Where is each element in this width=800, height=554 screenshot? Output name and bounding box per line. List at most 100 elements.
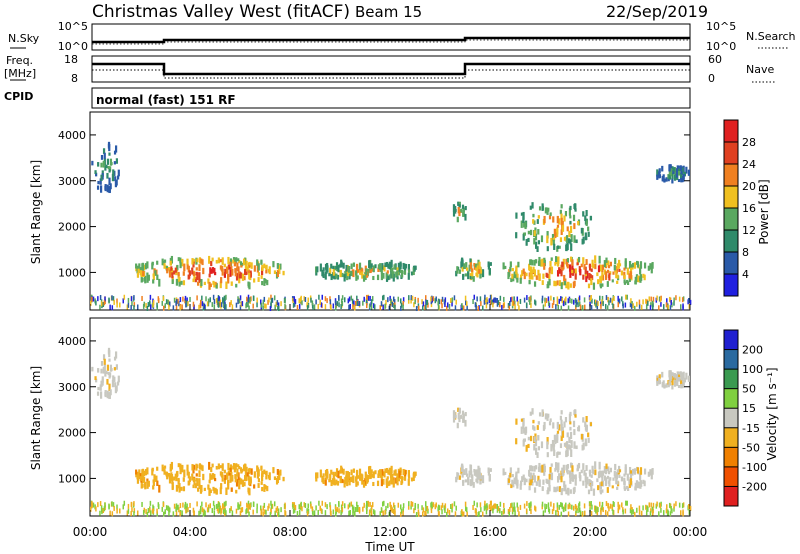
velocity-echo-cell bbox=[464, 412, 467, 417]
power-echo-cell bbox=[649, 305, 652, 311]
velocity-echo-cell bbox=[156, 466, 159, 471]
velocity-echo-cell bbox=[230, 471, 233, 478]
velocity-echo-cell bbox=[596, 510, 599, 516]
velocity-echo-cell bbox=[265, 471, 268, 476]
power-echo-cell bbox=[208, 273, 211, 278]
power-echo-cell bbox=[214, 281, 217, 285]
velocity-echo-cell bbox=[211, 463, 214, 468]
velocity-echo-cell bbox=[373, 510, 376, 516]
velocity-echo-cell bbox=[311, 506, 314, 512]
velocity-echo-cell bbox=[391, 477, 394, 484]
velocity-echo-cell bbox=[259, 505, 262, 511]
power-echo-cell bbox=[401, 270, 404, 278]
velocity-echo-cell bbox=[403, 476, 406, 481]
velocity-echo-cell bbox=[523, 428, 526, 434]
power-echo-cell bbox=[136, 272, 140, 278]
velocity-echo-cell bbox=[276, 469, 279, 475]
power-echo-cell bbox=[605, 257, 608, 263]
velocity-echo-cell bbox=[240, 478, 243, 485]
velocity-echo-cell bbox=[582, 463, 585, 470]
power-echo-cell bbox=[247, 269, 250, 275]
power-echo-cell bbox=[227, 273, 230, 280]
power-echo-cell bbox=[587, 231, 590, 237]
y-tick-label: 1000 bbox=[58, 266, 86, 279]
power-echo-cell bbox=[223, 263, 226, 268]
power-echo-cell bbox=[109, 158, 113, 166]
velocity-echo-cell bbox=[104, 391, 107, 396]
power-echo-cell bbox=[564, 278, 567, 283]
power-echo-cell bbox=[569, 220, 572, 225]
power-echo-cell bbox=[213, 282, 216, 288]
velocity-echo-cell bbox=[248, 469, 251, 474]
power-echo-cell bbox=[203, 281, 206, 286]
power-echo-cell bbox=[475, 264, 478, 271]
power-echo-cell bbox=[384, 262, 387, 268]
cpid-panel-frame bbox=[91, 87, 691, 109]
power-echo-cell bbox=[546, 246, 549, 252]
power-echo-cell bbox=[479, 269, 483, 274]
velocity-echo-cell bbox=[655, 503, 658, 509]
power-echo-cell bbox=[235, 302, 238, 308]
power-echo-cell bbox=[544, 301, 546, 307]
velocity-echo-cell bbox=[353, 506, 355, 512]
velocity-echo-cell bbox=[253, 471, 256, 478]
velocity-echo-cell bbox=[177, 504, 179, 510]
power-echo-cell bbox=[633, 262, 637, 269]
power-echo-cell bbox=[637, 275, 640, 283]
velocity-echo-cell bbox=[347, 479, 350, 483]
velocity-echo-cell bbox=[227, 462, 230, 471]
velocity-echo-cell bbox=[248, 478, 251, 486]
velocity-echo-cell bbox=[269, 512, 272, 518]
velocity-echo-cell bbox=[372, 509, 375, 515]
velocity-echo-cell bbox=[270, 500, 272, 506]
y-tick-label: 3000 bbox=[58, 381, 86, 394]
power-echo-cell bbox=[369, 269, 372, 274]
power-echo-cell bbox=[179, 257, 182, 264]
power-echo-cell bbox=[616, 274, 619, 279]
power-echo-cell bbox=[329, 267, 332, 276]
power-echo-cell bbox=[238, 260, 241, 264]
velocity-echo-cell bbox=[474, 469, 477, 474]
velocity-echo-cell bbox=[335, 471, 338, 475]
velocity-echo-cell bbox=[451, 503, 454, 509]
power-echo-cell bbox=[440, 299, 443, 305]
velocity-echo-cell bbox=[193, 480, 196, 486]
velocity-echo-cell bbox=[298, 509, 301, 515]
power-echo-cell bbox=[275, 301, 278, 307]
power-echo-cell bbox=[211, 257, 214, 262]
velocity-echo-cell bbox=[601, 480, 605, 487]
velocity-echo-cell bbox=[298, 504, 300, 510]
power-echo-cell bbox=[541, 280, 544, 286]
velocity-echo-cell bbox=[352, 468, 356, 473]
power-echo-cell bbox=[386, 270, 389, 274]
power-echo-cell bbox=[326, 298, 328, 304]
power-echo-cell bbox=[114, 179, 118, 188]
velocity-echo-cell bbox=[496, 507, 499, 513]
velocity-echo-cell bbox=[533, 487, 537, 493]
velocity-echo-cell bbox=[565, 449, 568, 458]
power-echo-cell bbox=[665, 177, 668, 182]
velocity-echo-cell bbox=[351, 475, 354, 479]
power-echo-cell bbox=[532, 213, 535, 218]
nave-label: Nave bbox=[746, 63, 774, 76]
velocity-echo-cell bbox=[273, 501, 276, 507]
velocity-echo-cell bbox=[639, 467, 643, 475]
velocity-echo-cell bbox=[111, 379, 115, 388]
power-echo-cell bbox=[131, 301, 133, 307]
velocity-echo-cell bbox=[382, 478, 385, 485]
velocity-echo-cell bbox=[441, 502, 444, 508]
power-echo-cell bbox=[623, 267, 626, 271]
power-echo-cell bbox=[571, 261, 574, 270]
velocity-echo-cell bbox=[569, 504, 571, 510]
power-echo-cell bbox=[446, 302, 449, 308]
power-echo-cell bbox=[569, 215, 572, 219]
velocity-echo-cell bbox=[304, 502, 307, 508]
velocity-echo-cell bbox=[347, 504, 350, 510]
power-echo-cell bbox=[574, 208, 577, 212]
power-echo-cell bbox=[441, 303, 443, 309]
velocity-echo-cell bbox=[523, 477, 526, 486]
velocity-echo-cell bbox=[513, 502, 515, 508]
freq-panel-frame bbox=[91, 55, 691, 83]
power-echo-cell bbox=[127, 297, 130, 303]
velocity-echo-cell bbox=[235, 489, 238, 494]
